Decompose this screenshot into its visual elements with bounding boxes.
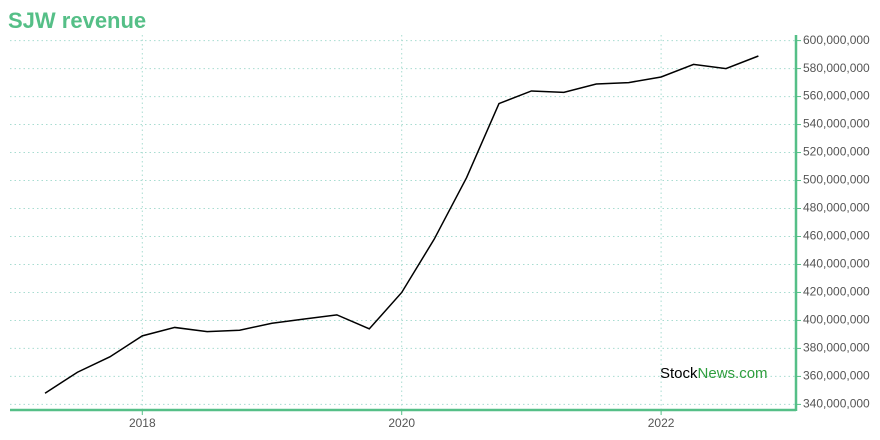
watermark-part: Stock <box>660 365 698 382</box>
plot <box>44 55 759 394</box>
line-series <box>44 55 759 394</box>
y-tick-label: 480,000,000 <box>803 201 870 215</box>
y-tick-label: 340,000,000 <box>803 397 870 411</box>
x-tick-label: 2018 <box>129 416 156 430</box>
x-tick-label: 2022 <box>648 416 675 430</box>
y-tick-label: 500,000,000 <box>803 173 870 187</box>
watermark: StockNews.com <box>660 365 768 382</box>
y-tick-label: 420,000,000 <box>803 285 870 299</box>
grid <box>10 35 796 410</box>
y-tick-label: 540,000,000 <box>803 117 870 131</box>
chart-title: SJW revenue <box>8 8 146 33</box>
y-tick-label: 560,000,000 <box>803 89 870 103</box>
y-tick-label: 460,000,000 <box>803 229 870 243</box>
y-tick-label: 580,000,000 <box>803 61 870 75</box>
y-tick-label: 380,000,000 <box>803 341 870 355</box>
y-tick-label: 520,000,000 <box>803 145 870 159</box>
y-tick-label: 440,000,000 <box>803 257 870 271</box>
y-tick-label: 600,000,000 <box>803 33 870 47</box>
x-tick-label: 2020 <box>388 416 415 430</box>
y-tick-label: 400,000,000 <box>803 313 870 327</box>
watermark-part: News.com <box>698 365 768 382</box>
y-tick-label: 360,000,000 <box>803 369 870 383</box>
